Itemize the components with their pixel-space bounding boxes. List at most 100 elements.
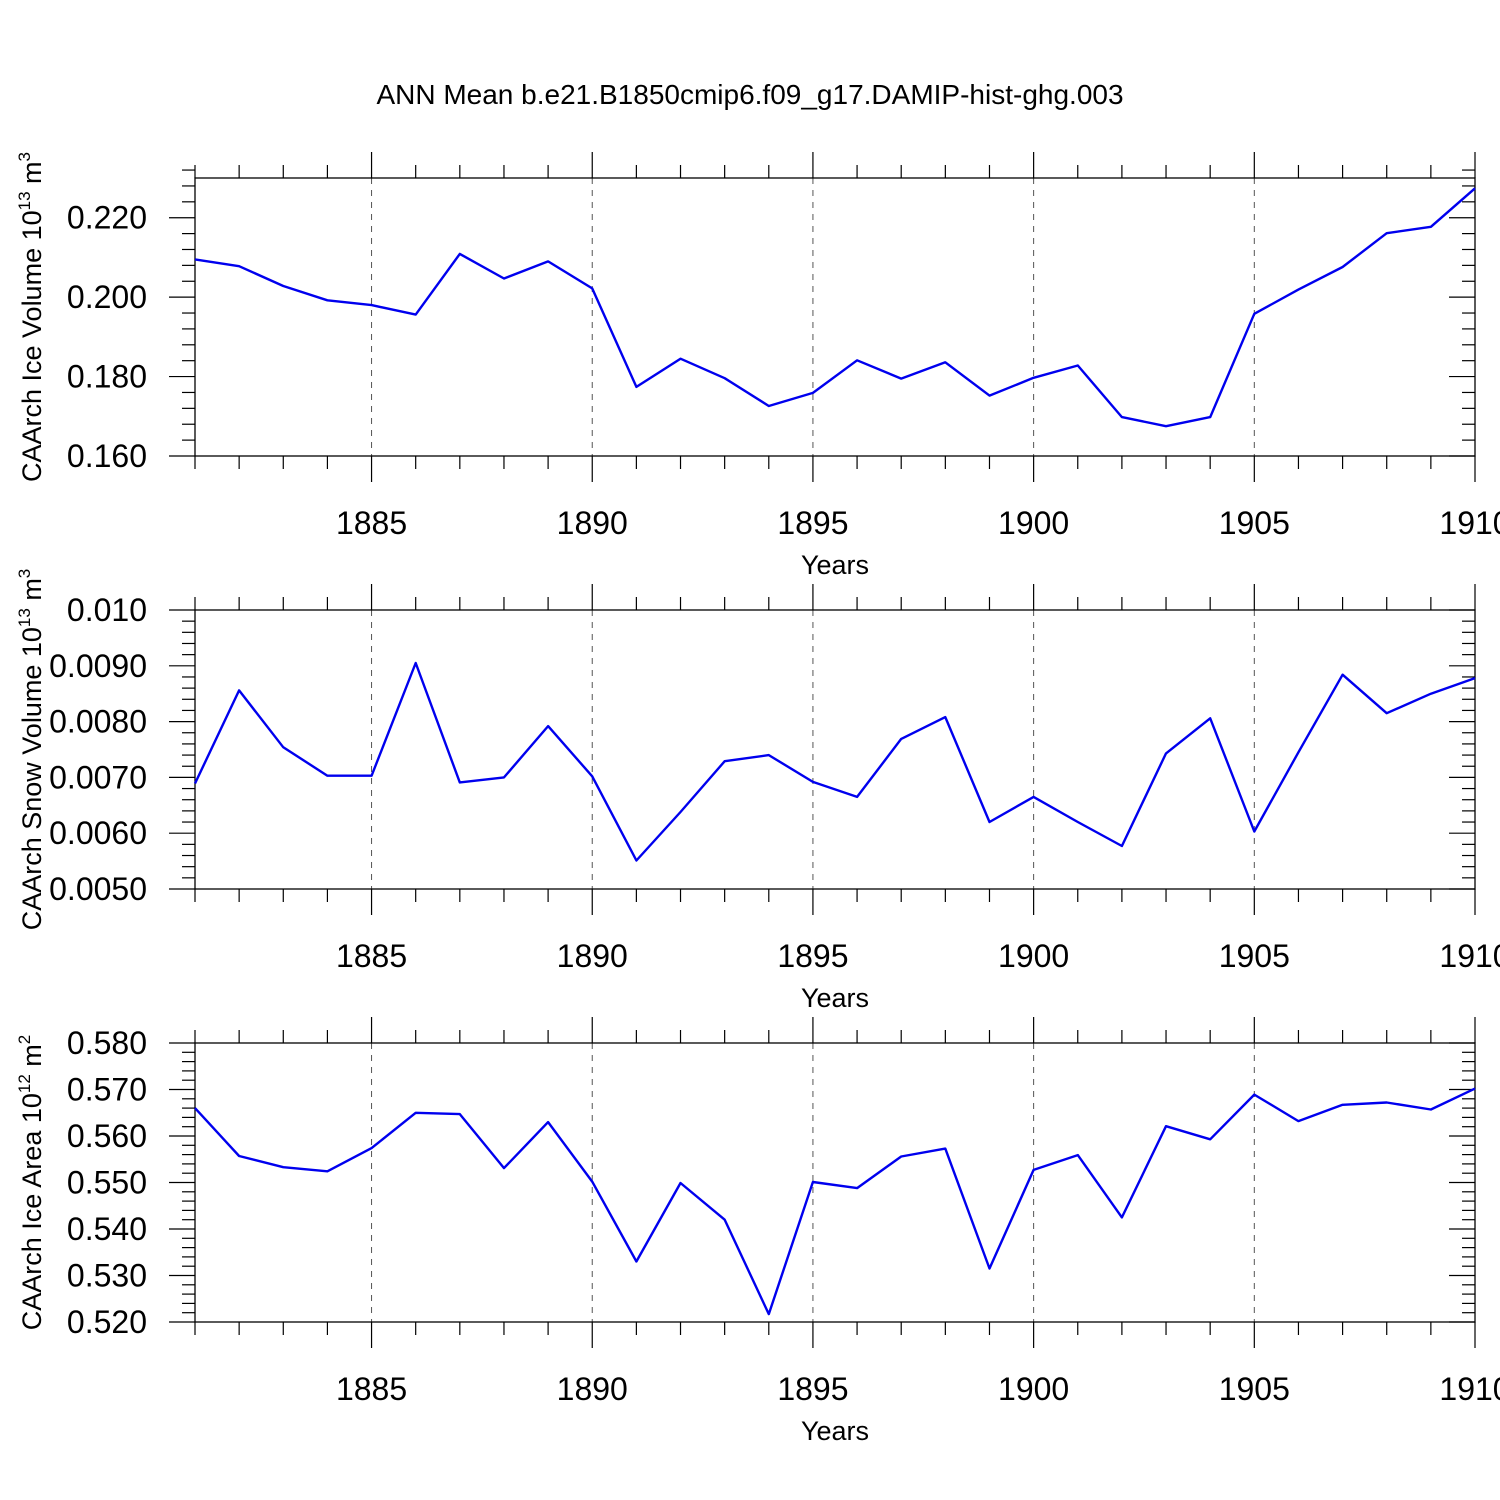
data-point xyxy=(413,312,419,318)
x-tick-label: 1890 xyxy=(557,505,628,541)
data-point xyxy=(854,357,860,363)
x-axis-label: Years xyxy=(801,1416,869,1446)
data-point xyxy=(545,258,551,264)
x-tick-label: 1885 xyxy=(336,938,407,974)
data-point xyxy=(501,1165,507,1171)
data-point xyxy=(942,359,948,365)
data-point xyxy=(1163,750,1169,756)
data-point xyxy=(1472,1086,1478,1092)
x-tick-label: 1910 xyxy=(1439,938,1500,974)
data-point xyxy=(280,283,286,289)
x-tick-label: 1900 xyxy=(998,938,1069,974)
data-point xyxy=(236,263,242,269)
data-point xyxy=(457,779,463,785)
data-point xyxy=(810,390,816,396)
y-axis-label: CAArch Snow Volume 1013 m3 xyxy=(15,569,47,931)
x-tick-label: 1895 xyxy=(777,1371,848,1407)
figure-title: ANN Mean b.e21.B1850cmip6.f09_g17.DAMIP-… xyxy=(376,79,1123,110)
plot-frame xyxy=(194,609,1476,890)
data-point xyxy=(986,1266,992,1272)
y-tick-label: 0.560 xyxy=(67,1118,147,1154)
data-point xyxy=(633,1259,639,1265)
data-point xyxy=(1163,1123,1169,1129)
y-tick-label: 0.0080 xyxy=(49,704,147,740)
data-point xyxy=(986,819,992,825)
data-point xyxy=(1075,1152,1081,1158)
data-point xyxy=(942,1146,948,1152)
data-point xyxy=(369,302,375,308)
data-point xyxy=(678,1180,684,1186)
data-point xyxy=(236,1153,242,1159)
x-axis-label: Years xyxy=(801,550,869,580)
data-point xyxy=(898,1153,904,1159)
data-point xyxy=(1119,843,1125,849)
data-point xyxy=(589,285,595,291)
data-point xyxy=(1207,1136,1213,1142)
y-tick-label: 0.0060 xyxy=(49,815,147,851)
data-point xyxy=(1075,362,1081,368)
data-point xyxy=(589,773,595,779)
data-point xyxy=(545,723,551,729)
data-point xyxy=(633,858,639,864)
x-tick-label: 1895 xyxy=(777,505,848,541)
data-point xyxy=(1163,423,1169,429)
data-point xyxy=(1031,1167,1037,1173)
data-point xyxy=(192,781,198,787)
x-tick-label: 1905 xyxy=(1219,505,1290,541)
data-point xyxy=(898,376,904,382)
data-point xyxy=(678,809,684,815)
data-point xyxy=(1295,749,1301,755)
x-tick-label: 1900 xyxy=(998,1371,1069,1407)
panel-1: 0.160 0.180 0.200 0.220 1885 1890 1895 1900 1905… xyxy=(15,152,1500,580)
x-tick-label: 1890 xyxy=(557,1371,628,1407)
x-tick-label: 1885 xyxy=(336,505,407,541)
data-point xyxy=(854,1185,860,1191)
data-point xyxy=(1340,264,1346,270)
series-line xyxy=(193,661,1476,862)
data-point xyxy=(810,1179,816,1185)
data-point xyxy=(942,714,948,720)
x-tick-label: 1905 xyxy=(1219,938,1290,974)
data-point xyxy=(722,1217,728,1223)
panels: 0.160 0.180 0.200 0.220 1885 1890 1895 1900 1905… xyxy=(15,152,1500,1446)
y-tick-label: 0.550 xyxy=(67,1165,147,1201)
panel-2: 0.0050 0.0060 0.0070 0.0080 0.0090 0.010 1885 1… xyxy=(15,569,1500,1013)
data-point xyxy=(810,779,816,785)
data-point xyxy=(457,1111,463,1117)
data-point xyxy=(1340,1102,1346,1108)
data-point xyxy=(1428,1106,1434,1112)
data-point xyxy=(678,356,684,362)
data-point xyxy=(1384,1100,1390,1106)
data-point xyxy=(324,297,330,303)
data-point xyxy=(1295,287,1301,293)
data-point xyxy=(986,393,992,399)
data-point xyxy=(1119,1214,1125,1220)
data-point xyxy=(1207,414,1213,420)
x-tick-label: 1910 xyxy=(1439,1371,1500,1407)
data-point xyxy=(1251,829,1257,835)
y-axis-label: CAArch Ice Volume 1013 m3 xyxy=(15,152,47,482)
y-tick-label: 0.530 xyxy=(67,1258,147,1294)
data-point xyxy=(766,403,772,409)
data-point xyxy=(1251,311,1257,317)
x-tick-label: 1895 xyxy=(777,938,848,974)
data-point xyxy=(1031,375,1037,381)
y-tick-label: 0.180 xyxy=(67,359,147,395)
data-point xyxy=(766,1311,772,1317)
data-point xyxy=(589,1179,595,1185)
data-point xyxy=(324,1168,330,1174)
data-point xyxy=(854,794,860,800)
data-point xyxy=(1251,1092,1257,1098)
data-point xyxy=(1428,224,1434,230)
data-point xyxy=(324,773,330,779)
data-point xyxy=(369,773,375,779)
data-point xyxy=(413,660,419,666)
y-tick-label: 0.520 xyxy=(67,1304,147,1340)
y-tick-label: 0.0090 xyxy=(49,648,147,684)
data-point xyxy=(1031,794,1037,800)
data-point xyxy=(1207,715,1213,721)
y-tick-label: 0.0050 xyxy=(49,871,147,907)
data-point xyxy=(633,384,639,390)
